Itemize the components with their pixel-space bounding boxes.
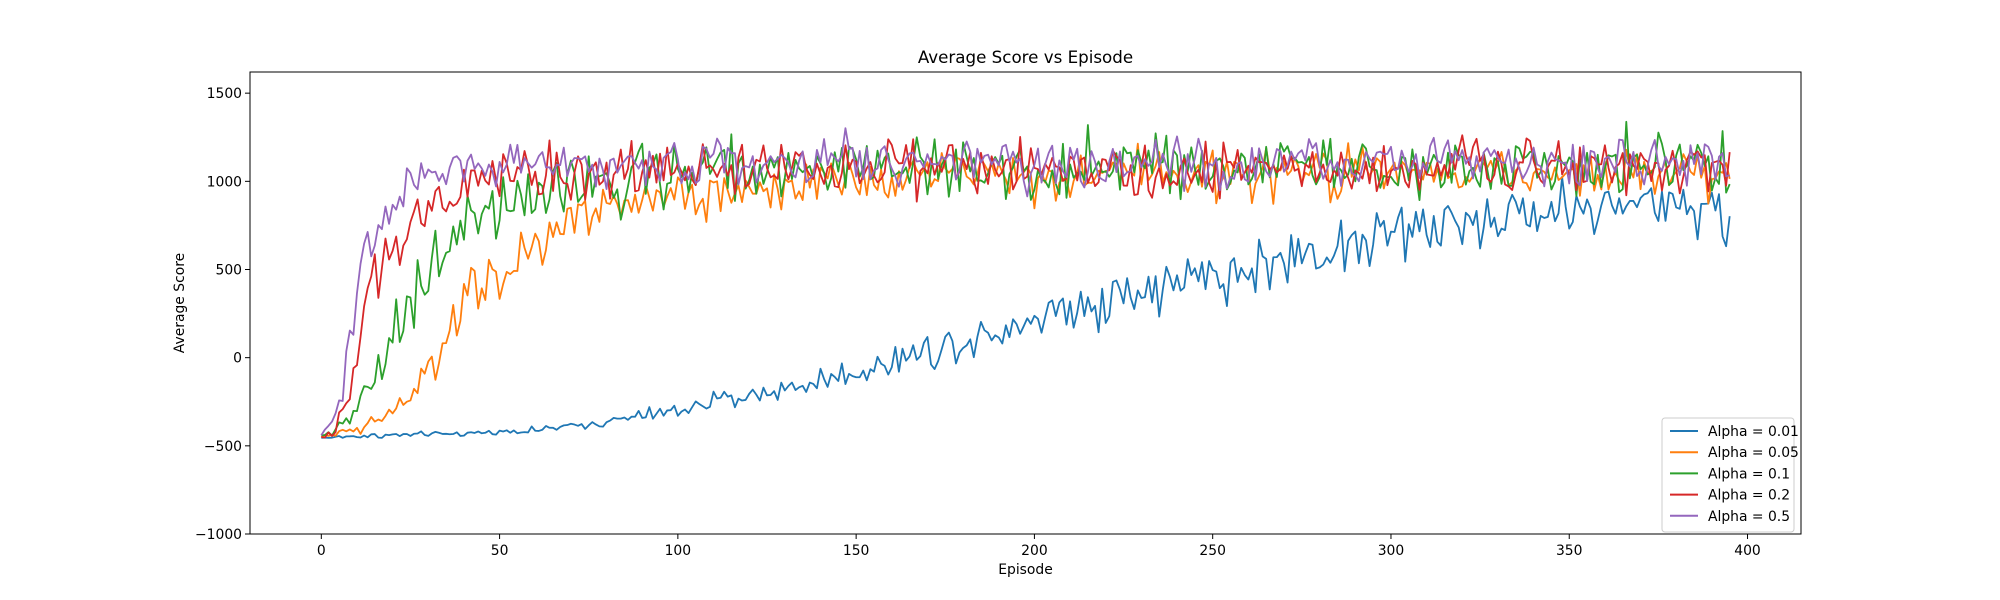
series-layer bbox=[320, 120, 1731, 439]
series-line-4 bbox=[321, 134, 1731, 439]
chart-title: Average Score vs Episode bbox=[918, 47, 1133, 67]
y-tick-label: 1500 bbox=[207, 86, 242, 102]
x-tick-label: 200 bbox=[1021, 543, 1048, 559]
plot-area: 0 50 100 150 200 250 300 350 400 −1000 −500 0 500 100… bbox=[195, 71, 1802, 559]
y-tick-label: −1000 bbox=[195, 527, 242, 543]
x-tick-label: 400 bbox=[1734, 543, 1761, 559]
axes-frame bbox=[249, 71, 1802, 535]
x-tick-label: 250 bbox=[1199, 543, 1226, 559]
y-tick-label: 0 bbox=[233, 351, 242, 367]
ticks-layer: 0 50 100 150 200 250 300 350 400 −1000 −500 0 500 100… bbox=[195, 86, 1761, 559]
x-tick-label: 50 bbox=[491, 543, 509, 559]
x-tick-label: 150 bbox=[843, 543, 870, 559]
x-tick-label: 300 bbox=[1378, 543, 1405, 559]
series-line-1 bbox=[321, 176, 1731, 439]
x-tick-label: 100 bbox=[665, 543, 692, 559]
legend: Alpha = 0.01 Alpha = 0.05 Alpha = 0.1 Alpha… bbox=[1661, 417, 1799, 533]
legend-box bbox=[1661, 417, 1795, 533]
x-tick-label: 0 bbox=[317, 543, 326, 559]
legend-label: Alpha = 0.01 bbox=[1708, 424, 1799, 440]
y-tick-label: 500 bbox=[215, 262, 242, 278]
y-axis-title: Average Score bbox=[172, 253, 188, 353]
legend-label: Alpha = 0.2 bbox=[1708, 488, 1790, 504]
y-tick-label: 1000 bbox=[207, 174, 242, 190]
legend-label: Alpha = 0.05 bbox=[1708, 445, 1799, 461]
axes-background bbox=[250, 72, 1801, 534]
x-axis-title: Episode bbox=[998, 562, 1053, 578]
x-tick-label: 350 bbox=[1556, 543, 1583, 559]
legend-label: Alpha = 0.5 bbox=[1708, 509, 1790, 525]
legend-label: Alpha = 0.1 bbox=[1708, 466, 1790, 482]
y-tick-label: −500 bbox=[204, 439, 242, 455]
series-line-5 bbox=[320, 127, 1730, 436]
